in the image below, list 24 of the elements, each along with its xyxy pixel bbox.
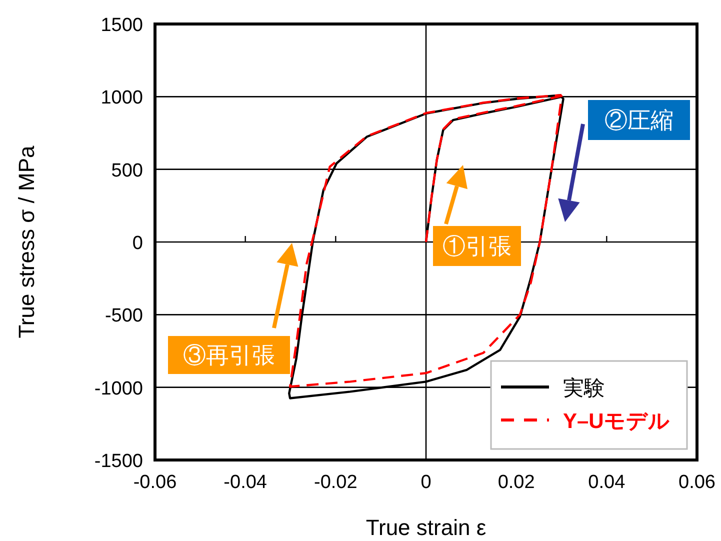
- x-tick-label: -0.02: [314, 472, 358, 493]
- y-tick-label: 0: [132, 233, 143, 254]
- y-tick-label: -1500: [94, 451, 143, 472]
- y-tick-label: 1500: [100, 15, 143, 36]
- x-tick-label: 0: [420, 472, 432, 493]
- annotation: ①引張: [433, 165, 521, 266]
- x-tick-label: 0.02: [498, 472, 535, 493]
- x-tick-label: 0.04: [588, 472, 626, 493]
- x-tick-label: -0.04: [224, 472, 268, 493]
- y-tick-label: 1000: [100, 88, 143, 109]
- legend-label: 実験: [563, 377, 605, 400]
- y-axis-title: True stress σ / MPa: [14, 145, 39, 338]
- y-tick-label: -1000: [94, 378, 143, 400]
- y-tick-label: 500: [111, 160, 143, 182]
- annotation: ①引張: [442, 233, 512, 259]
- annotation: ③再引張: [168, 243, 298, 374]
- x-tick-label: 0.06: [678, 472, 716, 493]
- x-axis-title: True strain ε: [366, 515, 486, 540]
- x-tick-label: -0.06: [133, 472, 177, 493]
- legend-label: Y–Uモデル: [563, 410, 670, 433]
- annotation: ②圧縮: [558, 100, 690, 222]
- y-tick-label: -500: [104, 306, 143, 327]
- annotation: ②圧縮: [604, 107, 674, 133]
- annotation: ③再引張: [183, 342, 275, 368]
